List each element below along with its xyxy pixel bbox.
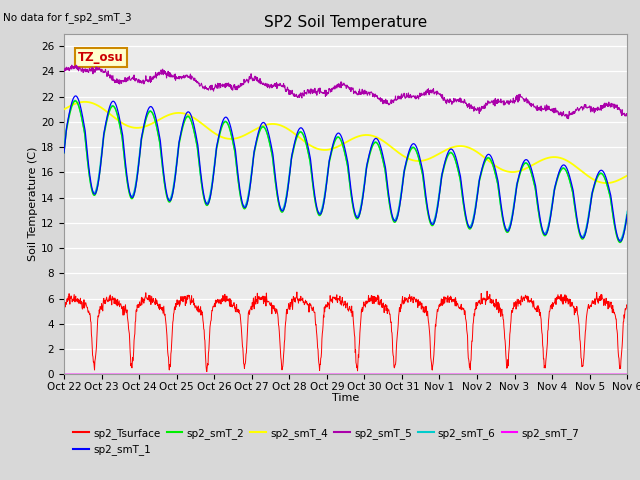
Text: No data for f_sp2_smT_3: No data for f_sp2_smT_3 [3,12,132,23]
Title: SP2 Soil Temperature: SP2 Soil Temperature [264,15,428,30]
Text: TZ_osu: TZ_osu [78,51,124,64]
X-axis label: Time: Time [332,394,359,403]
Y-axis label: Soil Temperature (C): Soil Temperature (C) [28,147,38,261]
Legend: sp2_Tsurface, sp2_smT_1, sp2_smT_2, sp2_smT_4, sp2_smT_5, sp2_smT_6, sp2_smT_7: sp2_Tsurface, sp2_smT_1, sp2_smT_2, sp2_… [69,424,584,459]
